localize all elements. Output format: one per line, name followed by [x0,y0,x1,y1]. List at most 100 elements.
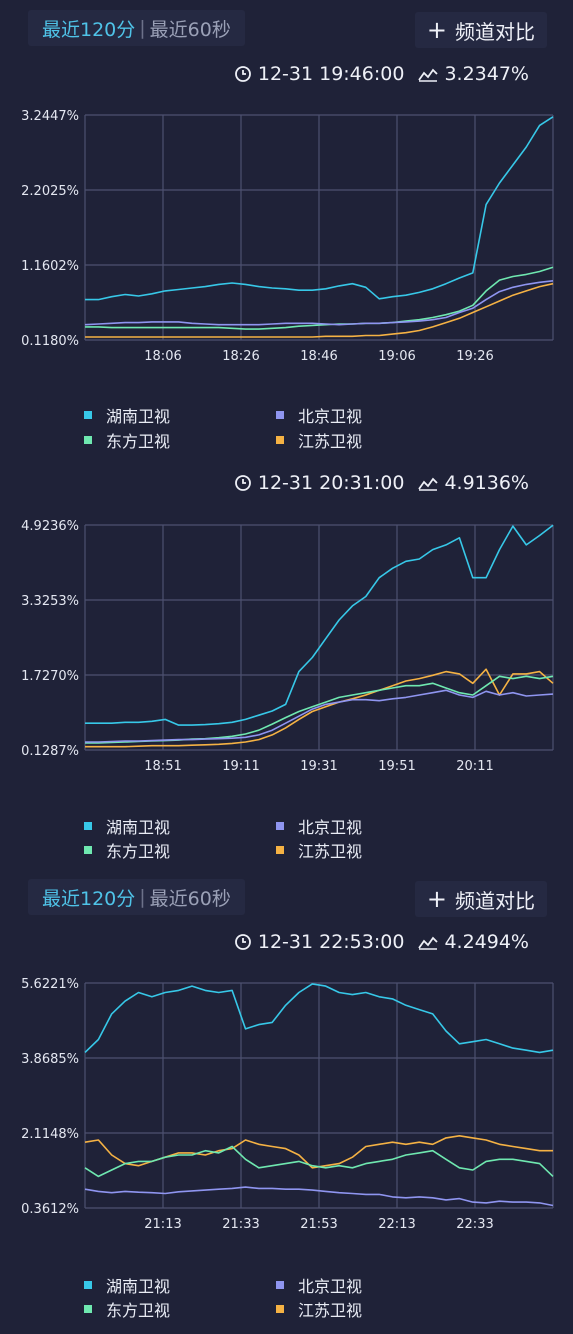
y-tick-label: 5.6221% [21,977,79,992]
chart-3: 5.6221% 3.8685% 2.1148% 0.3612% 21:13 21:33 21… [21,977,554,1232]
legend-item-beijing[interactable]: 北京卫视 [276,814,362,838]
legend-item-hunan[interactable]: 湖南卫视 [84,403,170,427]
legend-item-dongfang[interactable]: 东方卫视 [84,1297,170,1321]
trend-icon [418,936,439,950]
legend-label: 东方卫视 [106,432,171,451]
legend-swatch-hunan [84,822,92,830]
legend-item-beijing[interactable]: 北京卫视 [276,403,362,427]
legend-swatch-dongfang [84,436,92,444]
legend-label: 北京卫视 [298,1277,363,1296]
channel-compare-button[interactable]: + 频道对比 [414,881,547,917]
series-line-jiangsu [85,668,554,748]
legend-label: 江苏卫视 [298,842,363,861]
x-tick-label: 21:33 [222,1217,259,1232]
y-tick-label: 2.2025% [21,184,79,199]
legend-label: 江苏卫视 [298,432,363,451]
clock-icon [234,66,251,82]
y-tick-label: 3.8685% [21,1052,79,1067]
x-tick-label: 19:51 [378,759,415,774]
legend-item-jiangsu[interactable]: 江苏卫视 [276,838,362,862]
channel-compare-label: 频道对比 [455,19,535,44]
x-tick-label: 22:13 [378,1217,415,1232]
x-tick-label: 19:06 [378,349,415,364]
readout-time: 12-31 22:53:00 [257,931,405,953]
x-tick-label: 18:26 [222,349,259,364]
grid [84,982,554,1209]
y-tick-label: 0.1180% [21,334,79,349]
y-tick-label: 3.3253% [21,594,79,609]
tab-last-120-min[interactable]: 最近120分 [42,18,136,41]
y-tick-label: 0.3612% [21,1202,79,1217]
legend-swatch-hunan [84,411,92,419]
readout-time: 12-31 20:31:00 [257,472,405,494]
legend-label: 东方卫视 [106,1301,171,1320]
series-line-dongfang [85,266,554,330]
y-tick-label: 3.2447% [21,109,79,124]
legend-swatch-beijing [276,411,284,419]
chart-readout: 12-31 22:53:00 4.2494% [234,929,529,955]
x-tick-label: 19:31 [300,759,337,774]
range-tabs: 最近120分 | 最近60秒 [28,879,245,915]
x-tick-label: 18:46 [300,349,337,364]
clock-icon [234,475,251,491]
readout-rating: 3.2347% [444,63,529,85]
range-tabs: 最近120分 | 最近60秒 [28,10,245,46]
x-tick-label: 21:13 [144,1217,181,1232]
y-tick-label: 4.9236% [21,519,79,534]
legend-label: 湖南卫视 [106,818,171,837]
tab-last-60-sec[interactable]: 最近60秒 [149,18,231,41]
legend-label: 北京卫视 [298,818,363,837]
readout-rating: 4.2494% [444,931,529,953]
legend-label: 湖南卫视 [106,407,171,426]
grid [84,114,554,341]
series-line-beijing [85,689,554,743]
legend-label: 江苏卫视 [298,1301,363,1320]
grid [84,524,554,751]
tab-last-60-sec[interactable]: 最近60秒 [149,887,231,910]
channel-compare-label: 频道对比 [455,888,535,913]
tab-separator: | [139,886,146,908]
chart-readout: 12-31 20:31:00 4.9136% [234,470,529,496]
trend-icon [418,68,439,82]
x-tick-label: 22:33 [456,1217,493,1232]
tab-separator: | [139,17,146,39]
plus-icon: + [426,885,447,913]
readout-time: 12-31 19:46:00 [257,63,405,85]
series-line-hunan [84,983,554,1054]
channel-compare-button[interactable]: + 频道对比 [414,12,547,48]
x-tick-label: 19:26 [456,349,493,364]
readout-rating: 4.9136% [444,472,529,494]
legend-label: 北京卫视 [298,407,363,426]
y-tick-label: 1.7270% [21,669,79,684]
legend-swatch-jiangsu [276,436,284,444]
x-tick-label: 19:11 [222,759,259,774]
legend-item-jiangsu[interactable]: 江苏卫视 [276,428,362,452]
legend-item-hunan[interactable]: 湖南卫视 [84,1273,170,1297]
y-tick-label: 0.1287% [21,744,79,759]
legend-swatch-beijing [276,822,284,830]
plus-icon: + [426,16,447,44]
legend-swatch-hunan [84,1281,92,1289]
tab-last-120-min[interactable]: 最近120分 [42,887,136,910]
x-tick-label: 21:53 [300,1217,337,1232]
series-line-hunan [85,116,554,301]
legend-swatch-beijing [276,1281,284,1289]
legend-label: 湖南卫视 [106,1277,171,1296]
legend-item-jiangsu[interactable]: 江苏卫视 [276,1297,362,1321]
legend-swatch-dongfang [84,846,92,854]
legend-swatch-jiangsu [276,846,284,854]
legend-swatch-dongfang [84,1305,92,1313]
chart-readout: 12-31 19:46:00 3.2347% [234,61,529,87]
x-tick-label: 18:06 [144,349,181,364]
legend-item-dongfang[interactable]: 东方卫视 [84,428,170,452]
y-tick-label: 1.1602% [21,259,79,274]
legend-item-hunan[interactable]: 湖南卫视 [84,814,170,838]
legend-item-beijing[interactable]: 北京卫视 [276,1273,362,1297]
series-line-jiangsu [85,282,554,338]
chart-1: 3.2447% 2.2025% 1.1602% 0.1180% 18:06 18:26 18… [21,109,554,364]
series-line-beijing [84,280,554,326]
legend-item-dongfang[interactable]: 东方卫视 [84,838,170,862]
y-tick-label: 2.1148% [21,1127,79,1142]
x-tick-label: 18:51 [144,759,181,774]
x-tick-label: 20:11 [456,759,493,774]
